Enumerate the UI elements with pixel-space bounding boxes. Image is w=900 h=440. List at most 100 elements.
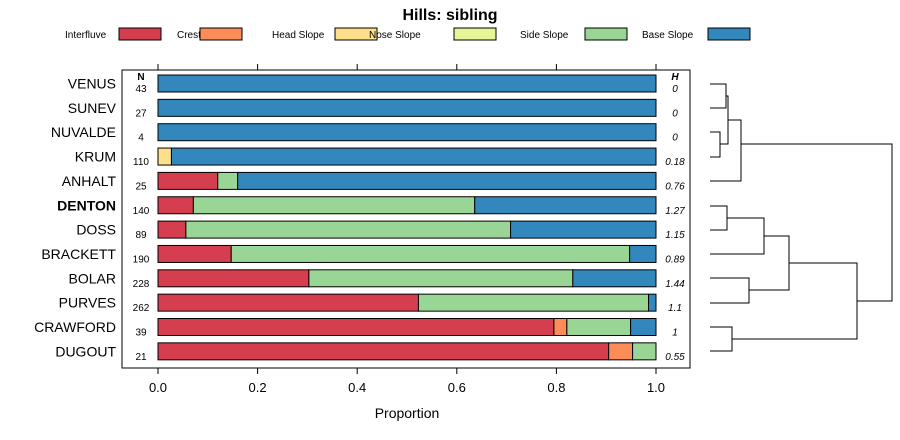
legend-swatch [707,27,751,41]
n-column: N 43 27 4 110 25 140 89 190 228 262 39 21 [133,72,150,363]
h-column: H 0 0 0 0.18 0.76 1.27 1.15 0.89 1.44 1.1 1 0.55 [665,72,685,363]
legend-label: Nose Slope [369,30,421,41]
h-value-brackett: 0.89 [665,254,685,265]
bar-segment-denton-interfluve [157,196,194,215]
n-value-krum: 110 [133,157,149,168]
bar-segment-anhalt-interfluve [157,171,219,190]
legend-swatch [453,27,497,41]
n-value-anhalt: 25 [135,181,147,192]
legend-label: Base Slope [642,30,694,41]
bar-row-dugout [157,342,657,361]
legend-swatch [199,27,243,41]
n-value-venus: 43 [135,84,147,95]
bar-segment-bolar-interfluve [157,269,310,288]
bar-segment-purves-base-slope [648,293,657,312]
bar-segment-doss-base-slope [510,220,657,239]
h-value-sunev: 0 [672,108,678,119]
h-value-venus: 0 [672,84,678,95]
h-value-anhalt: 0.76 [665,181,685,192]
bar-segment-dugout-crest [608,342,634,361]
x-tick-label: 0.0 [149,380,167,395]
bar-segment-doss-side-slope [185,220,512,239]
legend-label: Interfluve [65,30,107,41]
bar-segment-venus-base-slope [157,74,657,93]
legend-swatch [118,27,162,41]
row-label-doss: DOSS [76,222,116,238]
n-value-purves: 262 [133,303,150,314]
h-value-dugout: 0.55 [665,352,685,363]
x-tick-label: 0.8 [547,380,565,395]
dendro-krum-nuvalde [710,131,721,158]
h-header: H [671,72,679,83]
bar-segment-denton-base-slope [474,196,657,215]
legend-swatch [334,27,378,41]
bar-segment-denton-side-slope [192,196,476,215]
legend-swatch [584,27,628,41]
h-value-nuvalde: 0 [672,133,678,144]
plot-panel [121,69,691,369]
bar-segment-doss-interfluve [157,220,187,239]
h-value-krum: 0.18 [665,157,685,168]
dendrogram [710,83,893,352]
row-label-anhalt: ANHALT [62,173,117,189]
bar-segment-nuvalde-base-slope [157,123,657,142]
bar-segment-crawford-interfluve [157,318,555,336]
h-value-bolar: 1.44 [665,279,685,290]
legend-item-interfluve: Interfluve [65,27,162,41]
legend-item-nose-slope: Nose Slope [369,27,497,41]
row-label-bolar: BOLAR [69,270,116,286]
dendro-low [732,262,858,340]
bar-row-doss [157,220,657,239]
bar-row-venus [157,74,657,93]
row-label-nuvalde: NUVALDE [51,124,116,140]
row-label-denton: DENTON [57,197,116,213]
legend: Interfluve Crest Head Slope Nose Slope Side … [65,27,751,41]
bar-segment-anhalt-side-slope [217,171,239,190]
x-tick-label: 0.4 [348,380,366,395]
dendro-crawford-dugout [710,326,733,352]
row-label-krum: KRUM [75,149,116,165]
n-value-nuvalde: 4 [138,133,144,144]
h-value-crawford: 1 [672,328,678,339]
legend-item-base-slope: Base Slope [642,27,751,41]
bar-row-denton [157,196,657,215]
row-label-purves: PURVES [59,295,116,311]
legend-label: Head Slope [272,30,325,41]
bar-segment-anhalt-base-slope [237,171,657,190]
dendro-bolar-purves [710,277,750,304]
bar-segment-brackett-interfluve [157,244,232,263]
chart-title: Hills: sibling [402,7,497,24]
bar-segment-bolar-base-slope [572,269,657,288]
row-label-dugout: DUGOUT [55,343,116,359]
h-value-purves: 1.1 [668,303,682,314]
bar-row-bolar [157,269,657,288]
bar-segment-bolar-side-slope [308,269,574,288]
row-labels: VENUS SUNEV NUVALDE KRUM ANHALT DENTON DOSS BRA… [34,76,117,360]
n-value-bolar: 228 [133,279,150,290]
n-value-dugout: 21 [135,352,147,363]
bar-row-nuvalde [157,123,657,142]
n-value-brackett: 190 [133,254,150,265]
row-label-crawford: CRAWFORD [34,319,116,335]
legend-item-side-slope: Side Slope [520,27,628,41]
bar-segment-brackett-side-slope [230,244,631,263]
x-axis-label: Proportion [375,405,440,421]
dendro-vsn [720,95,729,145]
n-value-sunev: 27 [135,108,147,119]
bar-row-brackett [157,244,657,263]
n-value-denton: 140 [133,206,150,217]
dendro-anhalt [710,119,742,182]
legend-item-crest: Crest [177,27,243,41]
bar-row-sunev [157,98,657,117]
row-label-venus: VENUS [68,76,116,92]
legend-item-head-slope: Head Slope [272,27,378,41]
dendro-venus-sunev [710,83,727,109]
bar-segment-crawford-crest [553,318,568,336]
h-value-doss: 1.15 [665,230,685,241]
bar-segment-krum-base-slope [170,147,657,166]
legend-label: Crest [177,30,201,41]
x-tick-label: 0.2 [249,380,267,395]
dendro-root [741,143,893,302]
bar-segment-sunev-base-slope [157,98,657,117]
